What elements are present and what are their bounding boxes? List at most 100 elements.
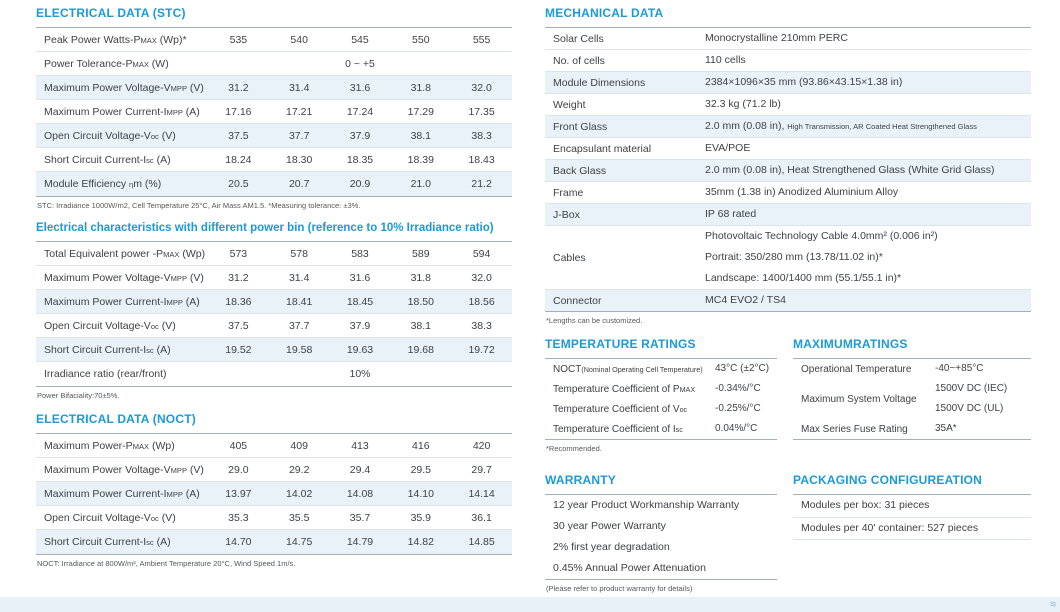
warranty-packaging-row: WARRANTY 12 year Product Workmanship War… [545, 473, 1031, 593]
right-column: MECHANICAL DATA Solar Cells Monocrystalli… [545, 6, 1031, 593]
kv-label: NOCT(Nominal Operating Cell Temperature) [553, 363, 703, 375]
spec-value: 19.68 [407, 343, 434, 356]
temperature-ratings-title: TEMPERATURE RATINGS [545, 337, 696, 351]
kv-value-line: 110 cells [705, 54, 746, 66]
spec-value: 31.8 [410, 271, 431, 284]
spec-value: 31.6 [349, 81, 371, 94]
kv-label: Front Glass [553, 120, 608, 133]
spec-row-label: Open Circuit Voltage-Voc (V) [44, 129, 176, 142]
kv-value-line: Landscape: 1400/1400 mm (55.1/55.1 in)* [705, 272, 902, 284]
label-subscript: MPP [166, 297, 183, 307]
spec-value: 20.5 [228, 178, 249, 190]
spec-value: 31.6 [349, 271, 371, 284]
kv-value-line: 1500V DC (IEC) [935, 383, 1008, 394]
mechanical-title: MECHANICAL DATA [545, 6, 664, 20]
spec-value: 37.5 [228, 129, 249, 142]
spec-value: 29.0 [228, 463, 249, 476]
label-subscript: sc [146, 155, 154, 165]
spec-value: 18.43 [468, 153, 495, 166]
power-bin-table: Total Equivalent power -PMAX (Wp) 573 578 5… [36, 241, 512, 387]
kv-row: Module Dimensions 2384×1096×35 mm (93.86×… [545, 72, 1031, 94]
spec-row: Short Circuit Current-Isc (A) 14.70 14.75 1… [36, 530, 512, 554]
kv-label: Frame [553, 186, 584, 199]
mechanical-footnote: *Lengths can be customized. [546, 316, 643, 325]
label-subscript: MPP [170, 465, 187, 475]
spec-value: 31.2 [228, 81, 249, 94]
spec-value: 18.41 [286, 295, 313, 308]
spec-value: 29.2 [288, 463, 310, 476]
list-item: Modules per 40' container: 527 pieces [793, 518, 1031, 540]
kv-value-line: 35A* [935, 423, 957, 434]
kv-value-line: Portrait: 350/280 mm (13.78/11.02 in)* [705, 251, 883, 263]
spec-value: 409 [290, 439, 308, 452]
spec-value: 17.16 [225, 105, 252, 118]
spec-row: Total Equivalent power -PMAX (Wp) 573 578 5… [36, 242, 512, 266]
footer-logo-mark: ≋ [1049, 599, 1057, 609]
label-subscript: MAX [163, 249, 180, 259]
kv-value: -0.25%/°C [715, 399, 777, 419]
label-subscript: MPP [170, 83, 187, 93]
spec-row: Open Circuit Voltage-Voc (V) 37.5 37.7 37.9… [36, 124, 512, 148]
spec-row: Module Efficiency ηm (%) 20.5 20.7 20.9 21.0… [36, 172, 512, 196]
spec-row: Short Circuit Current-Isc (A) 18.24 18.30 1… [36, 148, 512, 172]
section-mechanical: MECHANICAL DATA Solar Cells Monocrystalli… [545, 6, 1031, 325]
spec-value: 14.82 [407, 536, 434, 548]
spec-value: 19.52 [225, 343, 252, 356]
kv-value-line: -0.34%/°C [715, 383, 761, 394]
spec-row-label: Power Tolerance-PMAX (W) [44, 57, 169, 70]
spec-value: 35.7 [349, 511, 371, 524]
spec-value: 21.2 [471, 178, 492, 190]
kv-value-line: IP 68 rated [705, 208, 757, 220]
spec-value: 38.3 [471, 319, 492, 332]
spec-value: 31.4 [288, 271, 310, 284]
kv-value: 2384×1096×35 mm (93.86×43.15×1.38 in) [705, 72, 1031, 93]
electrical-stc-title: ELECTRICAL DATA (STC) [36, 6, 186, 20]
kv-value: 1500V DC (IEC) 1500V DC (UL) [935, 379, 1031, 419]
footer-band [0, 597, 1060, 612]
spec-value: 14.75 [286, 536, 313, 548]
kv-label: Max Series Fuse Rating [801, 423, 908, 435]
spec-value: 38.1 [410, 129, 431, 142]
kv-value-line: 2.0 mm (0.08 in), High Transmission, AR … [705, 120, 977, 132]
power-bin-title: Electrical characteristics with differen… [36, 222, 494, 234]
spec-span-value: 10% [349, 368, 371, 380]
spec-value: 29.5 [410, 463, 431, 476]
spec-value: 18.56 [468, 295, 495, 308]
spec-value: 14.85 [468, 536, 495, 548]
kv-value-line: 2.0 mm (0.08 in), Heat Strengthened Glas… [705, 164, 995, 176]
spec-row: Maximum Power Voltage-VMPP (V) 29.0 29.2 29… [36, 458, 512, 482]
spec-value: 18.39 [407, 153, 434, 166]
kv-row: Temperature Coefficient of PMAX -0.34%/°C [545, 379, 777, 399]
spec-value: 14.79 [346, 536, 374, 548]
spec-value: 37.5 [228, 319, 249, 332]
kv-value-line: 43°C (±2°C) [715, 363, 770, 374]
kv-label: Temperature Coefficient of Isc [553, 423, 683, 435]
spec-value: 405 [229, 439, 248, 452]
label-subscript: η [129, 180, 134, 189]
spec-value: 13.97 [225, 487, 252, 500]
kv-row: Max Series Fuse Rating 35A* [793, 419, 1031, 439]
spec-value: 14.14 [468, 487, 495, 500]
spec-value: 32.0 [471, 271, 492, 284]
spec-value: 38.3 [471, 129, 492, 142]
label-subscript: sc [146, 345, 154, 355]
kv-row: Temperature Coefficient of Voc -0.25%/°C [545, 399, 777, 419]
label-subscript: MAX [679, 384, 696, 394]
spec-row-label: Maximum Power Current-IMPP (A) [44, 295, 200, 308]
spec-value: 14.70 [225, 536, 252, 548]
kv-label: Module Dimensions [553, 76, 646, 89]
spec-row-label: Maximum Power Voltage-VMPP (V) [44, 81, 204, 94]
spec-row-label: Peak Power Watts-PMAX (Wp)* [44, 33, 187, 46]
spec-value: 17.29 [407, 105, 434, 118]
spec-value: 18.36 [225, 295, 252, 308]
spec-value: 31.8 [410, 81, 431, 94]
kv-value: 43°C (±2°C) [715, 359, 777, 379]
spec-value: 35.9 [410, 511, 431, 524]
label-subscript: oc [150, 131, 159, 141]
spec-row: Maximum Power Current-IMPP (A) 18.36 18.41… [36, 290, 512, 314]
section-power-bin: Electrical characteristics with differen… [36, 222, 512, 400]
spec-row-label: Irradiance ratio (rear/front) [44, 368, 167, 380]
warranty-list: 12 year Product Workmanship Warranty 30 y… [545, 494, 777, 580]
spec-span-value: 0 ~ +5 [345, 57, 375, 70]
kv-value: 2.0 mm (0.08 in), Heat Strengthened Glas… [705, 160, 1031, 181]
